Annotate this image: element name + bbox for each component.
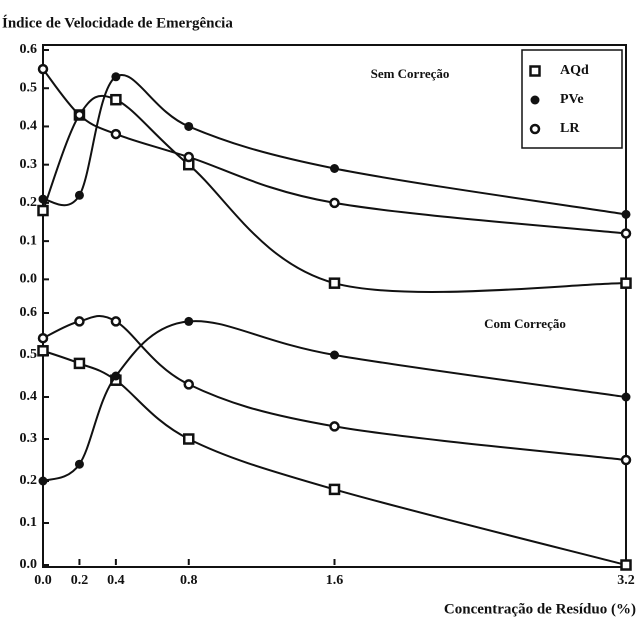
marker (74, 190, 84, 200)
marker (37, 332, 49, 344)
marker (329, 197, 340, 209)
x-tick-label: 0.2 (71, 573, 89, 588)
y-tick-label: 0.2 (20, 473, 38, 488)
x-tick-label: 0.0 (34, 573, 52, 588)
marker (620, 559, 632, 571)
x-axis-label: Concentração de Resíduo (%) (444, 601, 636, 617)
marker (110, 128, 122, 140)
marker (110, 316, 122, 327)
y-tick-label: 0.4 (20, 389, 38, 404)
marker (329, 421, 340, 432)
marker (74, 109, 85, 121)
marker (183, 151, 194, 163)
chart-title: Índice de Velocidade de Emergência (2, 14, 233, 31)
y-tick-label: 0.6 (20, 42, 38, 57)
marker (37, 204, 49, 217)
y-tick-label: 0.5 (20, 80, 38, 95)
marker (110, 93, 122, 106)
marker (620, 454, 632, 466)
y-tick-label: 0.2 (20, 195, 38, 210)
marker (73, 357, 86, 370)
y-tick-label: 0.1 (20, 515, 38, 530)
marker (38, 194, 48, 204)
marker (529, 65, 541, 77)
y-tick-label: 0.3 (20, 431, 38, 446)
series-line (42, 349, 627, 566)
y-tick-label: 0.3 (20, 157, 38, 172)
x-tick-label: 1.6 (326, 573, 344, 588)
marker (621, 209, 631, 219)
marker (111, 371, 121, 381)
marker (184, 121, 194, 131)
marker (330, 350, 339, 360)
y-tick-label: 0.6 (20, 305, 38, 320)
legend-label: AQd (560, 63, 589, 78)
marker (530, 95, 540, 105)
x-tick-label: 0.8 (180, 573, 198, 588)
marker (38, 476, 48, 486)
marker (620, 277, 632, 289)
marker (74, 316, 85, 327)
annotation: Sem Correção (371, 66, 450, 81)
legend-label: PVe (560, 92, 584, 107)
marker (330, 164, 339, 173)
marker (620, 228, 632, 239)
marker (111, 72, 121, 82)
y-tick-label: 0.1 (20, 233, 38, 248)
x-tick-label: 0.4 (107, 573, 125, 588)
marker (184, 316, 194, 326)
marker (74, 459, 84, 469)
marker (183, 379, 194, 390)
marker (37, 63, 49, 75)
legend-label: LR (560, 121, 580, 136)
x-tick-label: 3.2 (617, 573, 635, 588)
marker (529, 123, 541, 135)
series-line (42, 315, 627, 461)
y-tick-label: 0.4 (20, 119, 38, 134)
marker (621, 392, 631, 402)
y-tick-label: 0.0 (20, 272, 38, 287)
marker (37, 345, 49, 357)
y-tick-label: 0.0 (20, 557, 38, 572)
marker (183, 433, 195, 445)
series-line (42, 320, 627, 482)
plot-frame (42, 44, 627, 568)
annotation: Com Correção (484, 316, 566, 331)
marker (328, 483, 341, 496)
y-tick-label: 0.5 (20, 347, 38, 362)
marker (328, 277, 341, 289)
